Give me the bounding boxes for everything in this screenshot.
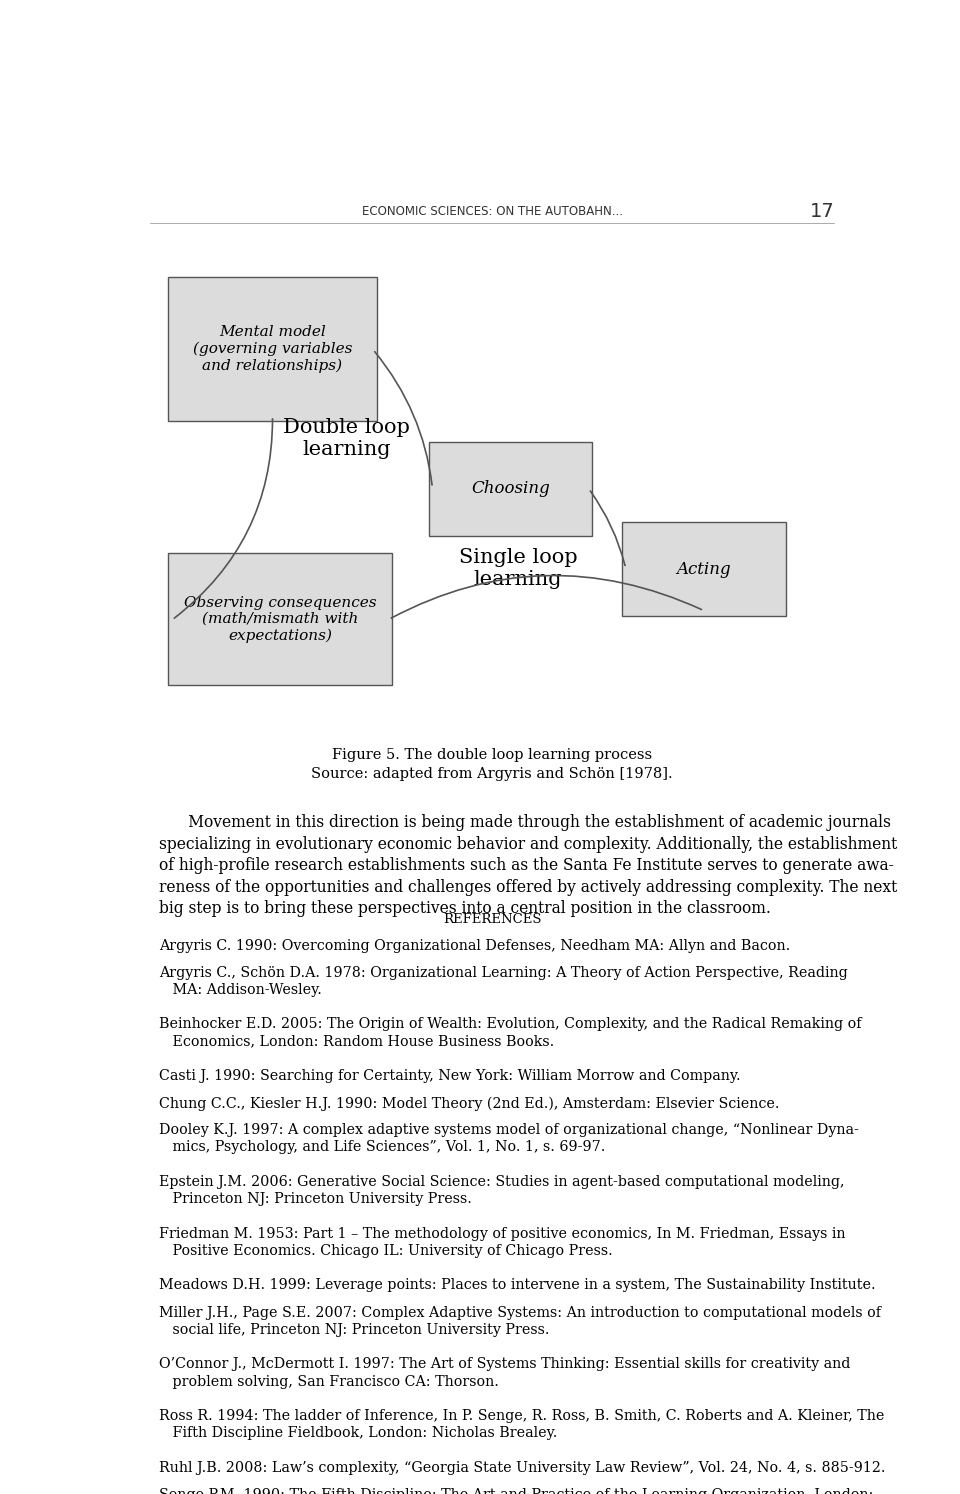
- Text: Figure 5. The double loop learning process
Source: adapted from Argyris and Schö: Figure 5. The double loop learning proce…: [311, 747, 673, 781]
- Text: Observing consequences
(math/mismath with
expectations): Observing consequences (math/mismath wit…: [183, 596, 376, 642]
- Text: Beinhocker E.D. 2005: The Origin of Wealth: Evolution, Complexity, and the Radic: Beinhocker E.D. 2005: The Origin of Weal…: [158, 1017, 861, 1049]
- FancyArrowPatch shape: [590, 492, 625, 565]
- Text: ECONOMIC SCIENCES: ON THE AUTOBAHN...: ECONOMIC SCIENCES: ON THE AUTOBAHN...: [362, 205, 622, 218]
- Text: Double loop
learning: Double loop learning: [283, 418, 410, 459]
- Text: Miller J.H., Page S.E. 2007: Complex Adaptive Systems: An introduction to comput: Miller J.H., Page S.E. 2007: Complex Ada…: [158, 1306, 880, 1337]
- Text: Ross R. 1994: The ladder of Inference, In P. Senge, R. Ross, B. Smith, C. Robert: Ross R. 1994: The ladder of Inference, I…: [158, 1409, 884, 1440]
- Text: Casti J. 1990: Searching for Certainty, New York: William Morrow and Company.: Casti J. 1990: Searching for Certainty, …: [158, 1070, 740, 1083]
- Text: Chung C.C., Kiesler H.J. 1990: Model Theory (2nd Ed.), Amsterdam: Elsevier Scien: Chung C.C., Kiesler H.J. 1990: Model The…: [158, 1097, 780, 1110]
- FancyBboxPatch shape: [168, 553, 392, 686]
- Text: Argyris C., Schön D.A. 1978: Organizational Learning: A Theory of Action Perspec: Argyris C., Schön D.A. 1978: Organizatio…: [158, 965, 848, 996]
- Text: Mental model
(governing variables
and relationships): Mental model (governing variables and re…: [193, 326, 352, 372]
- FancyArrowPatch shape: [374, 351, 432, 484]
- Text: Movement in this direction is being made through the establishment of academic j: Movement in this direction is being made…: [158, 814, 897, 917]
- FancyBboxPatch shape: [429, 442, 592, 536]
- FancyBboxPatch shape: [168, 276, 376, 421]
- Text: Single loop
learning: Single loop learning: [459, 548, 577, 589]
- Text: Choosing: Choosing: [471, 480, 550, 498]
- Text: Meadows D.H. 1999: Leverage points: Places to intervene in a system, The Sustain: Meadows D.H. 1999: Leverage points: Plac…: [158, 1279, 876, 1292]
- Text: Senge P.M. 1990: The Fifth Discipline: The Art and Practice of the Learning Orga: Senge P.M. 1990: The Fifth Discipline: T…: [158, 1488, 873, 1494]
- Text: Argyris C. 1990: Overcoming Organizational Defenses, Needham MA: Allyn and Bacon: Argyris C. 1990: Overcoming Organization…: [158, 938, 790, 953]
- FancyArrowPatch shape: [392, 575, 702, 619]
- Text: O’Connor J., McDermott I. 1997: The Art of Systems Thinking: Essential skills fo: O’Connor J., McDermott I. 1997: The Art …: [158, 1357, 850, 1388]
- Text: Dooley K.J. 1997: A complex adaptive systems model of organizational change, “No: Dooley K.J. 1997: A complex adaptive sys…: [158, 1123, 858, 1155]
- Text: Acting: Acting: [677, 560, 732, 578]
- Text: Epstein J.M. 2006: Generative Social Science: Studies in agent-based computation: Epstein J.M. 2006: Generative Social Sci…: [158, 1174, 844, 1206]
- Text: REFERENCES: REFERENCES: [443, 913, 541, 926]
- Text: Ruhl J.B. 2008: Law’s complexity, “Georgia State University Law Review”, Vol. 24: Ruhl J.B. 2008: Law’s complexity, “Georg…: [158, 1461, 885, 1475]
- FancyBboxPatch shape: [622, 521, 786, 617]
- FancyArrowPatch shape: [175, 420, 273, 619]
- Text: Friedman M. 1953: Part 1 – The methodology of positive economics, In M. Friedman: Friedman M. 1953: Part 1 – The methodolo…: [158, 1227, 845, 1258]
- Text: 17: 17: [809, 202, 834, 221]
